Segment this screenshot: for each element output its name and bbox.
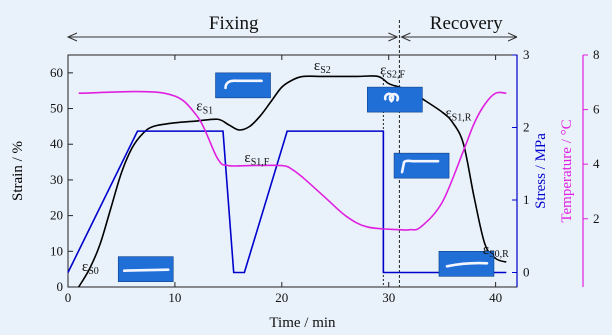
annotation-s1: εS1 (196, 98, 213, 116)
annotation-s1-f: εS1,F (244, 150, 269, 168)
sample-strip (224, 79, 263, 90)
strain-tick-label-20: 20 (50, 208, 63, 223)
recovery-arrow-head-right (507, 32, 518, 42)
temperature-tick-label-2: 2 (593, 211, 600, 226)
stress-tick-label-0: 0 (523, 265, 530, 280)
x-tick-label-10: 10 (168, 290, 181, 305)
annotation-s2-f: εS2,F (380, 63, 405, 81)
temperature-tick-label-8: 8 (593, 47, 600, 62)
sample-photo-3 (367, 86, 423, 113)
stress-tick-label-1: 1 (523, 192, 530, 207)
sample-photo-1 (117, 256, 174, 282)
phase-label-recovery: Recovery (430, 13, 503, 34)
strain-tick-label-50: 50 (50, 101, 63, 116)
x-tick-label-40: 40 (489, 290, 502, 305)
strain-tick-label-0: 0 (57, 279, 64, 294)
stress-tick-label-3: 3 (523, 47, 530, 62)
x-axis-label: Time / min (269, 315, 336, 331)
series-layer (67, 75, 507, 288)
sample-photo-5 (438, 251, 495, 277)
annotation-s2: εS2 (314, 58, 331, 76)
fixing-arrow-head-left (66, 32, 78, 42)
series-temperature (78, 90, 507, 231)
sample-strip (400, 159, 440, 174)
sample-photo-bg (367, 86, 423, 113)
sample-photo-bg (215, 72, 271, 99)
strain-tick-label-10: 10 (50, 243, 63, 258)
sample-photo-4 (393, 152, 450, 179)
strain-tick-label-40: 40 (50, 136, 63, 151)
stress-tick-label-2: 2 (523, 120, 530, 135)
sample-strip (122, 268, 170, 272)
strain-tick-label-30: 30 (50, 172, 63, 187)
x-tick-label-0: 0 (65, 290, 72, 305)
temperature-tick-label-4: 4 (593, 156, 600, 171)
temperature-axis-label: Temperature / °C (559, 119, 575, 222)
x-tick-label-20: 20 (275, 290, 288, 305)
strain-tick-label-60: 60 (50, 65, 63, 80)
sample-strip (383, 92, 400, 103)
recovery-arrow-head-left (400, 32, 411, 42)
fixing-arrow-head-right (388, 32, 398, 42)
x-tick-label-30: 30 (382, 290, 395, 305)
stress-axis-label: Stress / MPa (533, 133, 549, 209)
annotation-s0: εS0 (82, 259, 99, 277)
annotation-layer: εS0 εS1 εS1,F εS2 εS2,F εS1,R εS0,R (82, 58, 509, 277)
strain-axis-label: Strain / % (10, 141, 26, 201)
annotation-s0-r: εS0,R (483, 242, 509, 260)
annotation-s1-r: εS1,R (445, 105, 471, 123)
series-stress (67, 130, 507, 274)
sample-photo-2 (215, 72, 271, 99)
thumbnail-layer (117, 72, 495, 282)
series-strain (78, 75, 507, 288)
phase-label-fixing: Fixing (209, 13, 259, 34)
temperature-tick-label-6: 6 (593, 102, 600, 117)
sample-strip (445, 261, 489, 268)
